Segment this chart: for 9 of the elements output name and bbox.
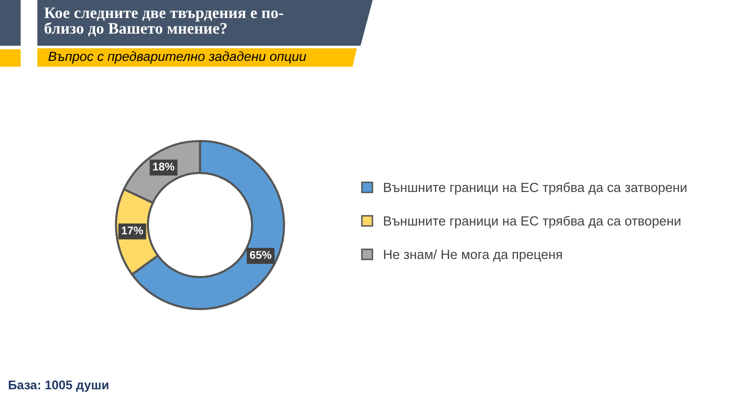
text: База: 1005 души — [8, 380, 108, 392]
legend-label: Не знам/ Не мога да преценя — [384, 249, 562, 262]
legend-label: Външните граници на ЕС трябва да са отворени — [384, 216, 680, 228]
chart-subtitle: Въпрос с предварително зададени опции — [48, 51, 306, 64]
data-label: 65% — [250, 251, 272, 259]
data-label: 18% — [153, 162, 174, 171]
chart-title: Кое следните две твърдения е по- близо до Вашето мнение? — [44, 8, 284, 36]
legend-label: Външните граници на ЕС трябва да са затворени — [384, 182, 686, 195]
data-label: 17% — [122, 226, 144, 234]
